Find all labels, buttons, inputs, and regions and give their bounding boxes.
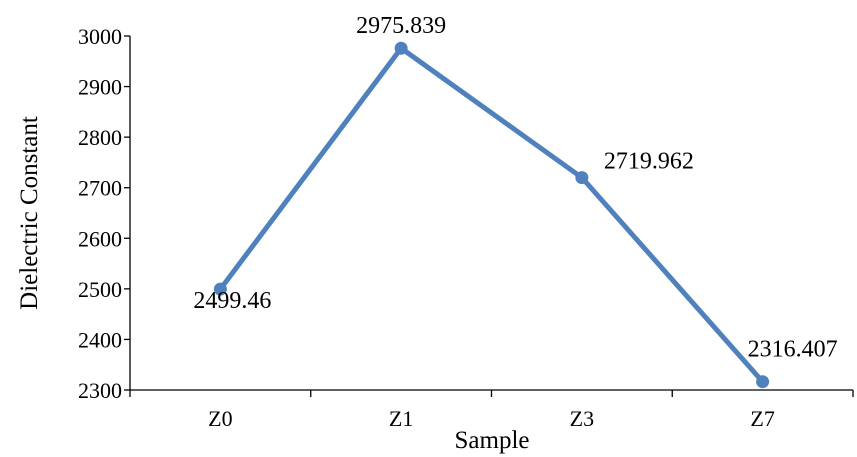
data-label: 2316.407 xyxy=(748,337,838,363)
x-axis: Z0 Z1 Z3 Z7 xyxy=(129,389,854,431)
y-tick-label: 3000 xyxy=(78,24,122,49)
data-point xyxy=(575,171,589,185)
y-tick-label: 2400 xyxy=(78,327,122,352)
data-label: 2499.46 xyxy=(193,288,271,314)
y-tick-label: 2300 xyxy=(78,378,122,403)
y-axis: 2300 2400 2500 2600 2700 2800 2900 3000 xyxy=(78,24,131,403)
series-dielectric-constant xyxy=(213,41,770,389)
data-point xyxy=(213,282,227,296)
data-labels: 2499.46 2975.839 2719.962 2316.407 xyxy=(193,13,837,362)
x-tick-label: Z0 xyxy=(208,406,232,431)
x-axis-title: Sample xyxy=(455,427,530,454)
data-label: 2719.962 xyxy=(604,149,694,175)
data-point xyxy=(394,41,408,55)
x-tick-label: Z3 xyxy=(570,406,594,431)
data-point xyxy=(756,375,770,389)
y-tick-label: 2500 xyxy=(78,277,122,302)
data-label: 2975.839 xyxy=(356,13,446,39)
series-line xyxy=(217,45,766,385)
y-tick-label: 2900 xyxy=(78,75,122,100)
y-tick-label: 2800 xyxy=(78,125,122,150)
y-tick-label: 2600 xyxy=(78,226,122,251)
y-tick-label: 2700 xyxy=(78,176,122,201)
y-axis-title: Dielectric Constant xyxy=(16,116,43,310)
x-tick-label: Z1 xyxy=(389,406,413,431)
x-tick-label: Z7 xyxy=(750,406,774,431)
